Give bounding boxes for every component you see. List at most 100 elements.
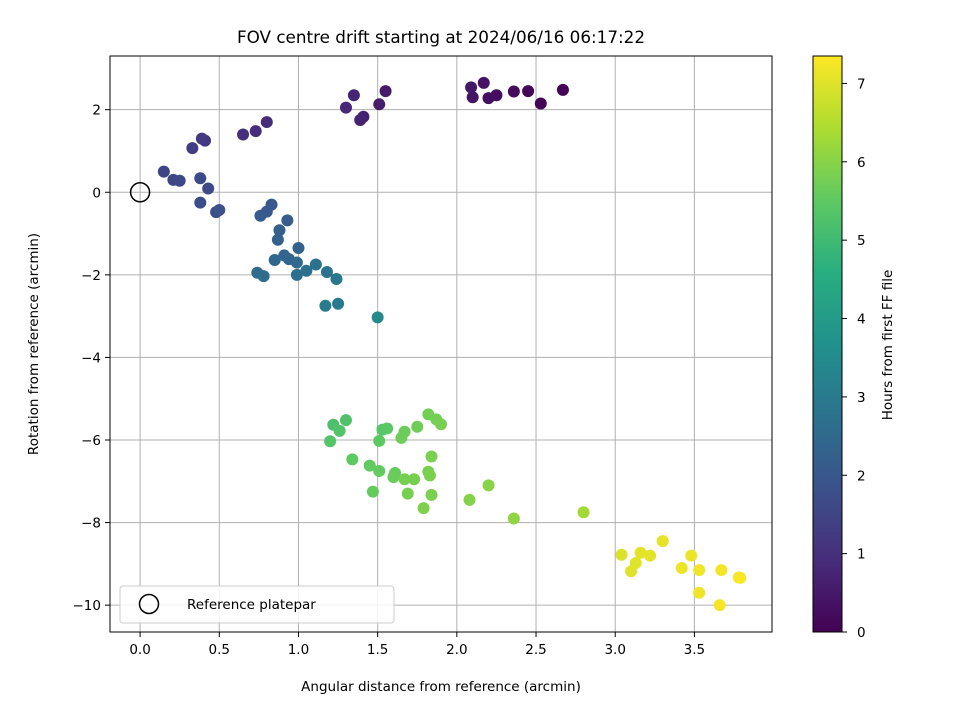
scatter-point <box>656 535 669 548</box>
scatter-point <box>373 464 386 477</box>
y-tick-label: −8 <box>81 516 101 532</box>
scatter-point <box>290 256 303 269</box>
scatter-point <box>417 502 430 515</box>
x-tick-label: 3.0 <box>604 642 625 658</box>
colorbar-label: Hours from first FF file <box>880 270 896 421</box>
scatter-point <box>333 424 346 437</box>
scatter-point <box>381 422 394 435</box>
colorbar-tick-label: 4 <box>857 312 866 328</box>
scatter-point <box>373 98 386 111</box>
scatter-point <box>629 557 642 570</box>
colorbar-tick-label: 5 <box>857 233 866 249</box>
scatter-point <box>398 473 411 486</box>
scatter-point <box>507 512 520 525</box>
scatter-point <box>309 258 322 271</box>
x-tick-label: 3.5 <box>684 642 705 658</box>
legend-marker <box>138 593 160 615</box>
x-tick-label: 0.0 <box>129 642 150 658</box>
scatter-point <box>371 311 384 324</box>
legend: Reference platepar <box>119 585 395 624</box>
scatter-point <box>194 196 207 209</box>
reference-marker <box>129 182 151 203</box>
scatter-point <box>693 586 706 599</box>
colorbar-tick-label: 3 <box>857 390 866 406</box>
scatter-point <box>290 268 303 281</box>
scatter-point <box>425 450 438 463</box>
scatter-point <box>300 264 313 277</box>
scatter-point <box>157 165 170 178</box>
scatter-point <box>379 85 392 98</box>
scatter-point <box>346 453 359 466</box>
scatter-point <box>435 418 447 431</box>
scatter-point <box>213 204 226 217</box>
scatter-point <box>401 487 414 500</box>
scatter-point <box>354 114 367 126</box>
scatter-point <box>693 564 706 577</box>
scatter-point <box>387 471 400 484</box>
scatter-point <box>463 493 476 506</box>
scatter-point <box>534 97 547 110</box>
scatter-point <box>373 434 386 447</box>
scatter-point <box>577 506 590 519</box>
colorbar-tick-label: 7 <box>857 76 866 92</box>
scatter-point <box>522 85 535 98</box>
colorbar-gradient <box>812 55 843 633</box>
scatter-point <box>271 233 284 246</box>
y-tick-label: 2 <box>92 103 101 119</box>
scatter-point <box>363 459 376 472</box>
scatter-point <box>254 209 267 222</box>
scatter-point <box>395 431 408 444</box>
scatter-point <box>260 116 273 129</box>
scatter-point <box>257 270 270 283</box>
y-tick-label: −2 <box>81 268 101 284</box>
scatter-point <box>324 435 337 448</box>
scatter-point <box>425 488 438 501</box>
scatter-points <box>157 76 747 612</box>
y-tick-label: −4 <box>81 350 101 366</box>
grid <box>110 56 772 632</box>
scatter-point <box>685 549 698 562</box>
scatter-point <box>281 214 294 227</box>
scatter-point <box>477 76 490 89</box>
scatter-point <box>556 83 569 96</box>
x-axis-label: Angular distance from reference (arcmin) <box>301 679 581 695</box>
scatter-point <box>465 81 478 94</box>
scatter-point <box>423 469 436 482</box>
scatter-point <box>268 253 281 266</box>
colorbar-tick-label: 1 <box>857 547 866 563</box>
scatter-point <box>330 272 343 285</box>
scatter-point <box>186 142 199 155</box>
scatter-point <box>366 485 379 498</box>
y-tick-label: −6 <box>81 433 101 449</box>
scatter-point <box>347 89 360 102</box>
scatter-point <box>319 299 332 312</box>
scatter-point <box>194 172 207 185</box>
x-tick-label: 2.5 <box>525 642 546 658</box>
x-axis-ticks: 0.0 0.5 1.0 1.5 2.0 2.5 3.0 3.5 <box>129 632 705 658</box>
scatter-point <box>713 599 726 612</box>
x-tick-label: 1.5 <box>367 642 388 658</box>
y-tick-label: 0 <box>92 185 101 201</box>
scatter-point <box>482 92 495 105</box>
scatter-point <box>332 297 345 310</box>
scatter-point <box>339 101 352 114</box>
x-tick-label: 2.0 <box>446 642 467 658</box>
y-axis-label: Rotation from reference (arcmin) <box>26 233 42 455</box>
legend-box <box>119 585 395 624</box>
x-tick-label: 0.5 <box>209 642 230 658</box>
scatter-point <box>675 562 688 574</box>
scatter-point <box>320 265 333 278</box>
y-tick-label: −10 <box>73 598 102 614</box>
colorbar-tick-label: 0 <box>857 625 866 641</box>
scatter-point <box>292 242 305 254</box>
scatter-point <box>734 571 747 584</box>
colorbar-ticks: 0 1 2 3 4 5 6 7 <box>842 76 866 641</box>
plot-frame <box>109 55 773 633</box>
colorbar-tick-label: 6 <box>857 155 866 171</box>
colorbar: 0 1 2 3 4 5 6 7 Hours from first FF file <box>812 55 896 641</box>
scatter-point <box>195 132 208 145</box>
legend-label: Reference platepar <box>187 597 316 613</box>
scatter-point <box>615 548 628 561</box>
x-tick-label: 1.0 <box>288 642 309 658</box>
